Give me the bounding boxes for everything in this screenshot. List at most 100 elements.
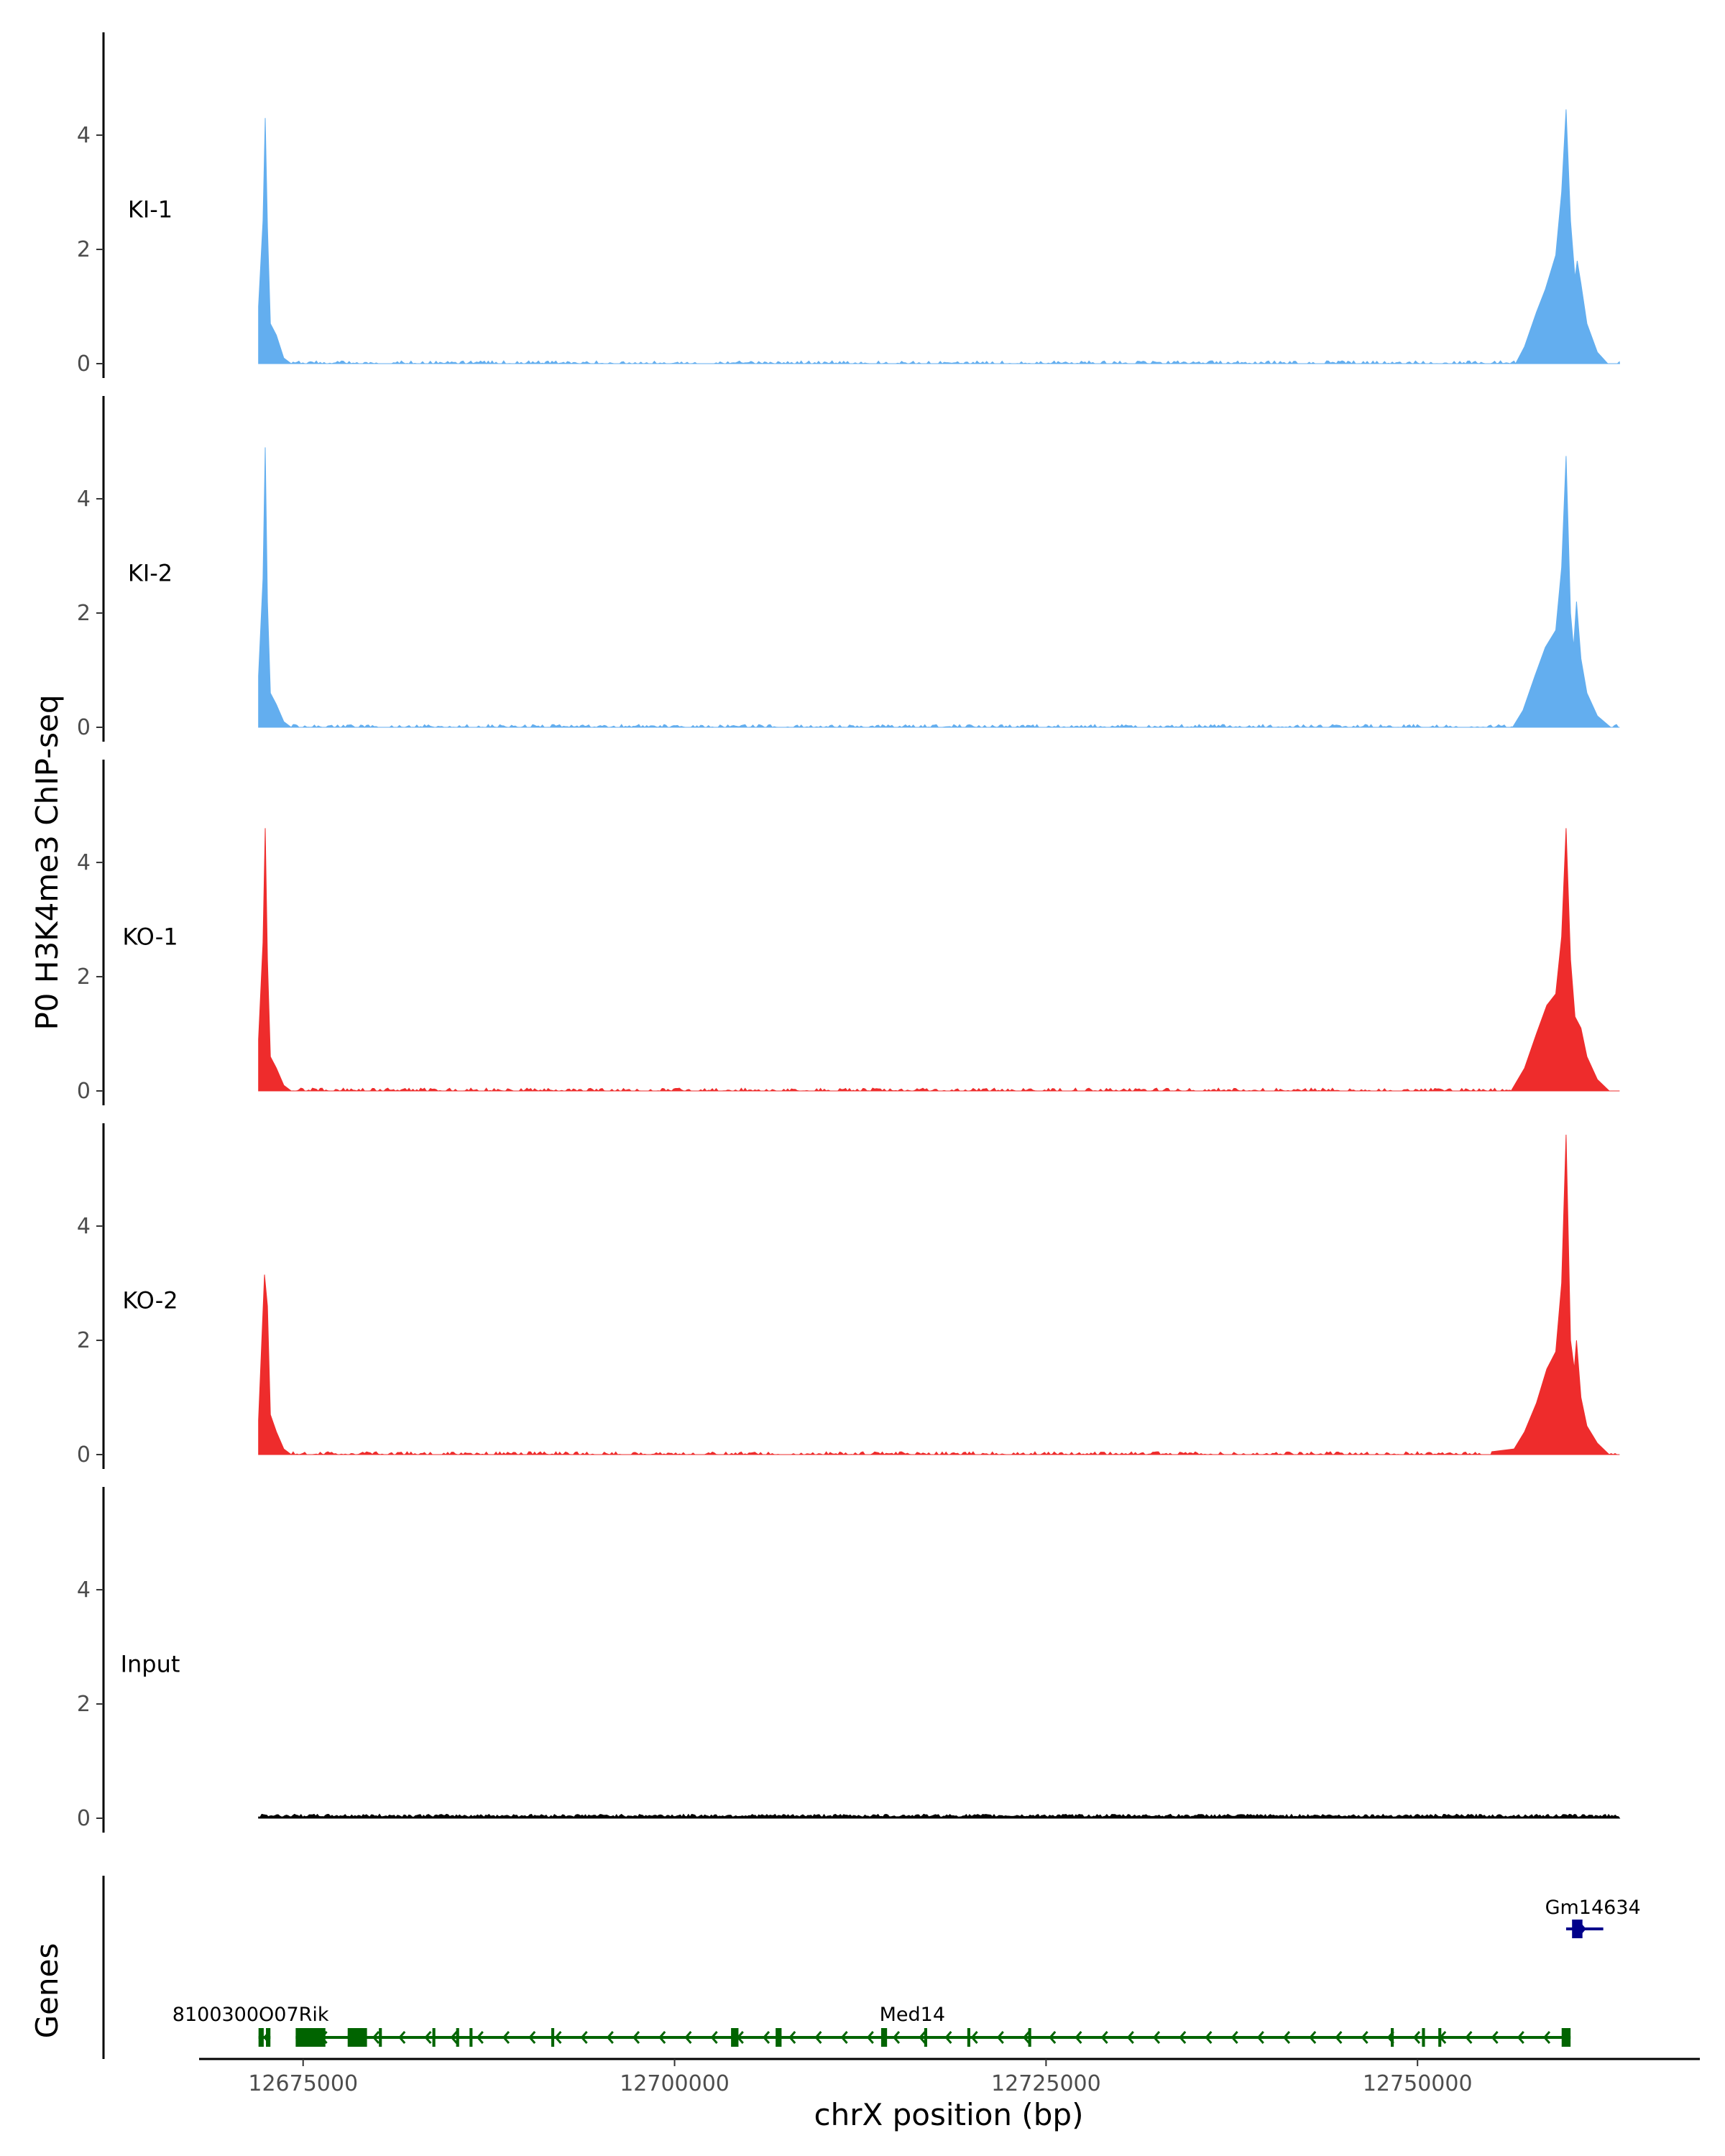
x-axis-title: chrX position (bp) — [814, 2097, 1084, 2132]
strand-arrow — [1022, 2031, 1031, 2044]
gene-label: Gm14634 — [1545, 1897, 1641, 1919]
exon — [347, 2028, 367, 2047]
y-tick-label: 0 — [77, 715, 91, 740]
track-label: Input — [121, 1650, 180, 1677]
exon — [469, 2028, 473, 2047]
exon — [1561, 2028, 1571, 2047]
x-tick-label: 12700000 — [620, 2071, 730, 2096]
strand-arrow — [554, 2031, 562, 2044]
y-tick-label: 0 — [77, 1806, 91, 1831]
signal-area — [258, 1813, 1621, 1819]
strand-arrow — [346, 2031, 354, 2044]
track-label: KO-2 — [122, 1286, 178, 1314]
strand-arrow — [944, 2031, 952, 2044]
strand-arrow — [1075, 2031, 1082, 2044]
strand-arrow — [1179, 2031, 1187, 2044]
genes-track: 8100300O07Rik Med14 Gm14634 — [102, 1876, 1641, 2059]
strand-arrow — [528, 2031, 536, 2044]
strand-arrow — [814, 2031, 822, 2044]
y-tick-label: 2 — [77, 237, 91, 262]
strand-arrow — [736, 2031, 744, 2044]
strand-arrow — [1517, 2031, 1524, 2044]
signal-area — [258, 447, 1620, 728]
strand-arrow — [1049, 2031, 1057, 2044]
exon — [924, 2028, 927, 2047]
exon — [776, 2028, 782, 2047]
strand-arrow — [502, 2031, 510, 2044]
exon — [731, 2028, 739, 2047]
gene-label: 8100300O07Rik — [172, 2004, 329, 2026]
strand-arrow — [424, 2031, 432, 2044]
exon — [551, 2028, 555, 2047]
exon — [1422, 2028, 1425, 2047]
signal-area — [258, 1134, 1620, 1455]
strand-arrow — [1465, 2031, 1473, 2044]
strand-arrow — [372, 2031, 380, 2044]
strand-arrow — [919, 2031, 926, 2044]
strand-arrow — [1361, 2031, 1368, 2044]
gene-gm14634: Gm14634 — [1545, 1897, 1641, 1938]
x-axis: 12675000 12700000 12725000 12750000 — [199, 2058, 1700, 2096]
strand-arrow — [450, 2031, 458, 2044]
strand-arrow — [606, 2031, 614, 2044]
exon — [432, 2028, 436, 2047]
strand-arrow — [1578, 1922, 1586, 1935]
strand-arrow — [1100, 2031, 1108, 2044]
y-tick-label: 2 — [77, 964, 91, 990]
y-tick-label: 2 — [77, 1692, 91, 1717]
gene-8100300o07rik: 8100300O07Rik — [172, 2004, 329, 2047]
strand-arrow — [1412, 2031, 1421, 2044]
strand-arrow — [1230, 2031, 1238, 2044]
track-ko-1: 0 2 4 KO-1 — [77, 760, 1620, 1105]
y-tick-label: 4 — [77, 487, 91, 512]
y-tick-label: 4 — [77, 1577, 91, 1603]
strand-arrow — [970, 2031, 978, 2044]
gene-med14: Med14 — [295, 2004, 1571, 2047]
exon — [266, 2028, 271, 2047]
exon — [1572, 1920, 1583, 1938]
strand-arrow — [476, 2031, 484, 2044]
strand-arrow — [1386, 2031, 1394, 2044]
exon — [967, 2028, 970, 2047]
strand-arrow — [1282, 2031, 1291, 2044]
x-tick-label: 12725000 — [991, 2071, 1101, 2096]
strand-arrow — [580, 2031, 588, 2044]
strand-arrow — [840, 2031, 848, 2044]
strand-arrow — [320, 2031, 328, 2044]
y-tick-label: 4 — [77, 123, 91, 148]
strand-arrow — [1152, 2031, 1161, 2044]
track-input: 0 2 4 Input — [77, 1487, 1621, 1833]
strand-arrow — [398, 2031, 406, 2044]
strand-arrow — [996, 2031, 1004, 2044]
strand-arrow — [710, 2031, 718, 2044]
exon — [1390, 2028, 1394, 2047]
strand-arrow — [1309, 2031, 1317, 2044]
y-axis-title: P0 H3K4me3 ChIP-seq — [29, 694, 65, 1030]
strand-arrow — [262, 2031, 271, 2044]
strand-arrow — [1439, 2031, 1447, 2044]
exon — [258, 2028, 264, 2047]
exon — [880, 2028, 888, 2047]
signal-area — [258, 828, 1620, 1092]
strand-arrow — [892, 2031, 901, 2044]
y-tick-label: 2 — [77, 1328, 91, 1353]
x-tick-label: 12675000 — [248, 2071, 358, 2096]
gene-label: Med14 — [880, 2004, 945, 2026]
strand-arrow — [1491, 2031, 1499, 2044]
signal-area — [258, 109, 1620, 365]
exon — [379, 2028, 382, 2047]
y-tick-label: 0 — [77, 351, 91, 377]
strand-arrow — [1256, 2031, 1264, 2044]
genes-track-title: Genes — [29, 1943, 65, 2039]
y-tick-label: 0 — [77, 1079, 91, 1104]
track-label: KO-1 — [122, 923, 178, 950]
y-tick-label: 0 — [77, 1442, 91, 1468]
track-label: KI-2 — [128, 559, 172, 586]
strand-arrow — [684, 2031, 692, 2044]
signal-tracks: 0 2 4 KI-1 0 2 4 KI-2 0 2 4 KO-1 0 2 4 KO-2 0 2 4 Input — [77, 32, 1621, 1833]
strand-arrow — [1205, 2031, 1213, 2044]
x-tick-label: 12750000 — [1363, 2071, 1473, 2096]
strand-arrow — [788, 2031, 796, 2044]
y-tick-label: 2 — [77, 601, 91, 626]
